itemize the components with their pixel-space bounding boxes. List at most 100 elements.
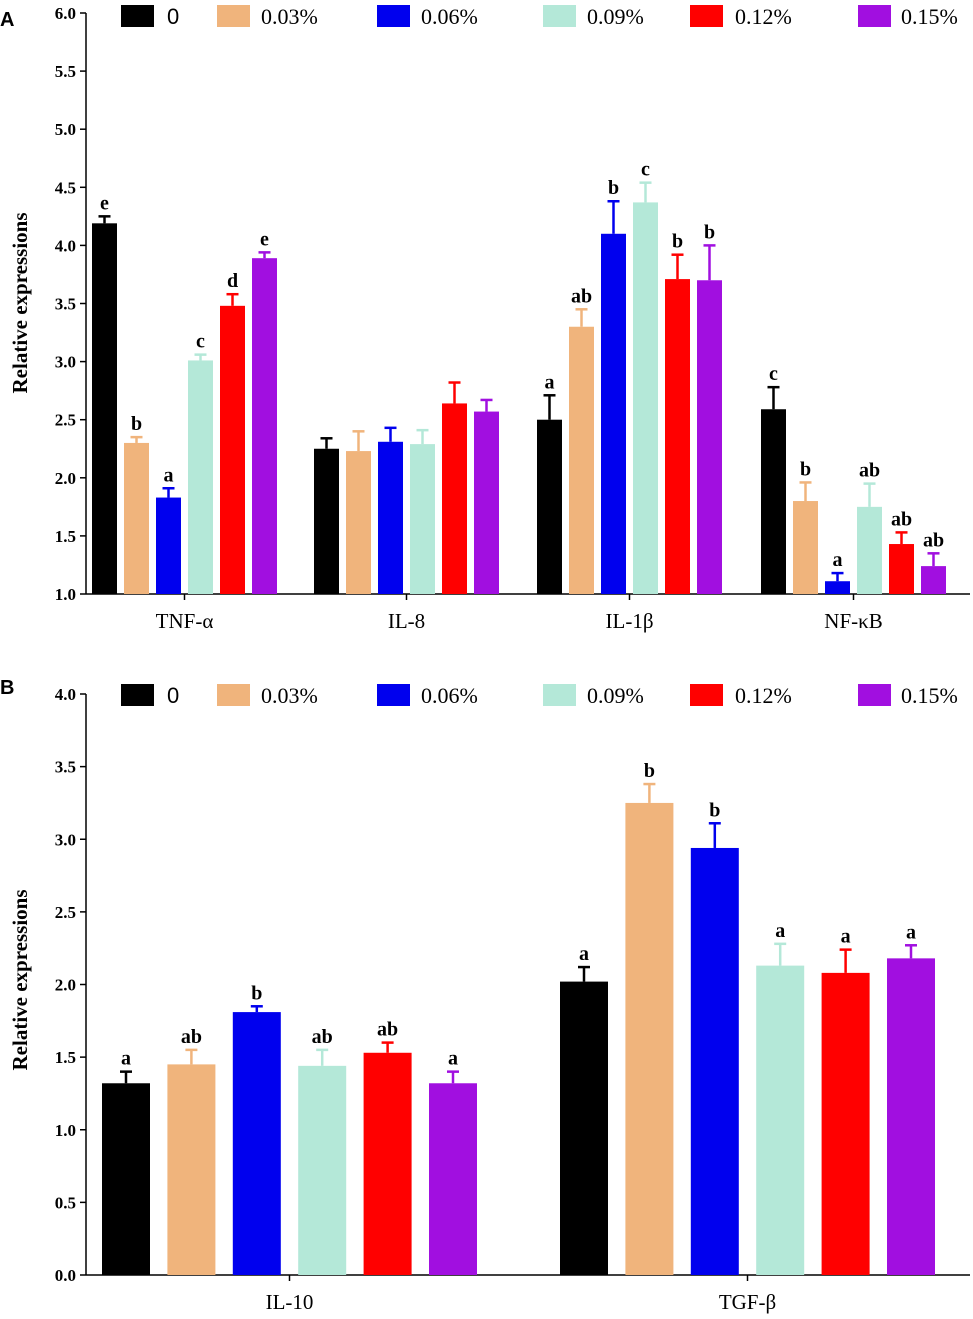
bar (793, 501, 818, 594)
y-tick-label: 5.0 (55, 120, 76, 139)
significance-label: ab (923, 529, 944, 551)
y-tick-label: 2.5 (55, 411, 76, 430)
y-tick-label: 3.0 (55, 353, 76, 372)
bar (346, 451, 371, 594)
bar (363, 1052, 412, 1275)
legend-label: 0.09% (587, 683, 644, 708)
category-label: NF-κB (824, 609, 882, 633)
significance-label: e (260, 228, 269, 250)
significance-label: a (833, 549, 843, 571)
y-tick-label: 0.5 (55, 1193, 76, 1212)
significance-label: a (841, 926, 851, 948)
legend-swatch (690, 684, 723, 706)
legend-label: 0.06% (421, 683, 478, 708)
significance-label: a (775, 920, 785, 942)
bar (560, 981, 608, 1275)
legend-swatch (377, 684, 410, 706)
bar (690, 847, 739, 1275)
bar (156, 497, 181, 594)
legend-swatch (121, 684, 154, 706)
legend-swatch (690, 5, 723, 27)
significance-label: c (769, 363, 778, 385)
significance-label: a (164, 464, 174, 486)
y-tick-label: 4.0 (55, 685, 76, 704)
significance-label: b (131, 413, 142, 435)
bar (537, 419, 562, 594)
legend-swatch (543, 5, 576, 27)
significance-label: ab (377, 1019, 398, 1041)
y-tick-label: 5.5 (55, 62, 76, 81)
bar (92, 223, 117, 594)
bar (314, 448, 339, 594)
legend-swatch (543, 684, 576, 706)
significance-label: b (709, 799, 720, 821)
y-tick-label: 1.5 (55, 1048, 76, 1067)
y-tick-label: 3.5 (55, 758, 76, 777)
panel-b-letter: B (0, 677, 14, 699)
y-tick-label: 1.0 (55, 585, 76, 604)
bar (232, 1012, 281, 1275)
significance-label: b (644, 760, 655, 782)
bar (697, 280, 722, 594)
significance-label: b (672, 231, 683, 253)
bar (825, 581, 850, 594)
significance-label: ab (571, 285, 592, 307)
y-tick-label: 3.0 (55, 830, 76, 849)
bar (429, 1083, 477, 1275)
chart-panel-a: 1.0 1.5 2.0 2.5 3.0 3.5 4.0 4.5 5.0 5.5 6.0 Relativ… (8, 4, 970, 633)
legend-swatch (858, 684, 891, 706)
significance-label: b (704, 221, 715, 243)
legend-label: 0.03% (261, 683, 318, 708)
bar (633, 202, 658, 594)
y-axis-label: Relative expressions (8, 212, 32, 393)
bar (188, 360, 213, 594)
legend-label: 0.03% (261, 4, 318, 29)
legend-swatch (858, 5, 891, 27)
significance-label: a (448, 1048, 458, 1070)
bar (625, 802, 674, 1275)
category-label: TNF-α (156, 609, 214, 633)
legend-label: 0 (167, 683, 179, 708)
bar (220, 305, 245, 594)
y-tick-label: 2.0 (55, 976, 76, 995)
significance-label: b (608, 177, 619, 199)
bar (756, 965, 805, 1275)
y-axis-label: Relative expressions (8, 889, 32, 1070)
bar (887, 958, 935, 1275)
bar (252, 258, 277, 594)
y-tick-label: 2.5 (55, 903, 76, 922)
legend-label: 0.12% (735, 4, 792, 29)
legend-swatch (217, 684, 250, 706)
significance-label: a (121, 1048, 131, 1070)
significance-label: ab (181, 1026, 202, 1048)
y-tick-label: 2.0 (55, 469, 76, 488)
significance-label: ab (891, 508, 912, 530)
bar (442, 403, 467, 594)
y-tick-label: 1.5 (55, 527, 76, 546)
significance-label: e (100, 192, 109, 214)
category-label: IL-8 (388, 609, 425, 633)
legend-label: 0.06% (421, 4, 478, 29)
chart-panel-b: 0.0 0.5 1.0 1.5 2.0 2.5 3.0 3.5 4.0 Relative expr… (8, 683, 970, 1314)
bar (665, 279, 690, 594)
y-tick-label: 4.0 (55, 236, 76, 255)
bar (857, 506, 882, 594)
y-tick-label: 3.5 (55, 295, 76, 314)
bar (410, 444, 435, 594)
bar (298, 1065, 347, 1275)
legend-swatch (217, 5, 250, 27)
bar (378, 441, 403, 594)
legend-label: 0.15% (901, 683, 958, 708)
y-tick-label: 4.5 (55, 178, 76, 197)
bar (474, 411, 499, 594)
bar (761, 409, 786, 594)
category-label: TGF-β (719, 1290, 776, 1314)
y-tick-label: 6.0 (55, 4, 76, 23)
significance-label: a (579, 943, 589, 965)
legend-swatch (121, 5, 154, 27)
significance-label: c (196, 331, 205, 353)
significance-label: c (641, 159, 650, 181)
category-label: IL-1β (606, 609, 654, 633)
significance-label: b (251, 982, 262, 1004)
